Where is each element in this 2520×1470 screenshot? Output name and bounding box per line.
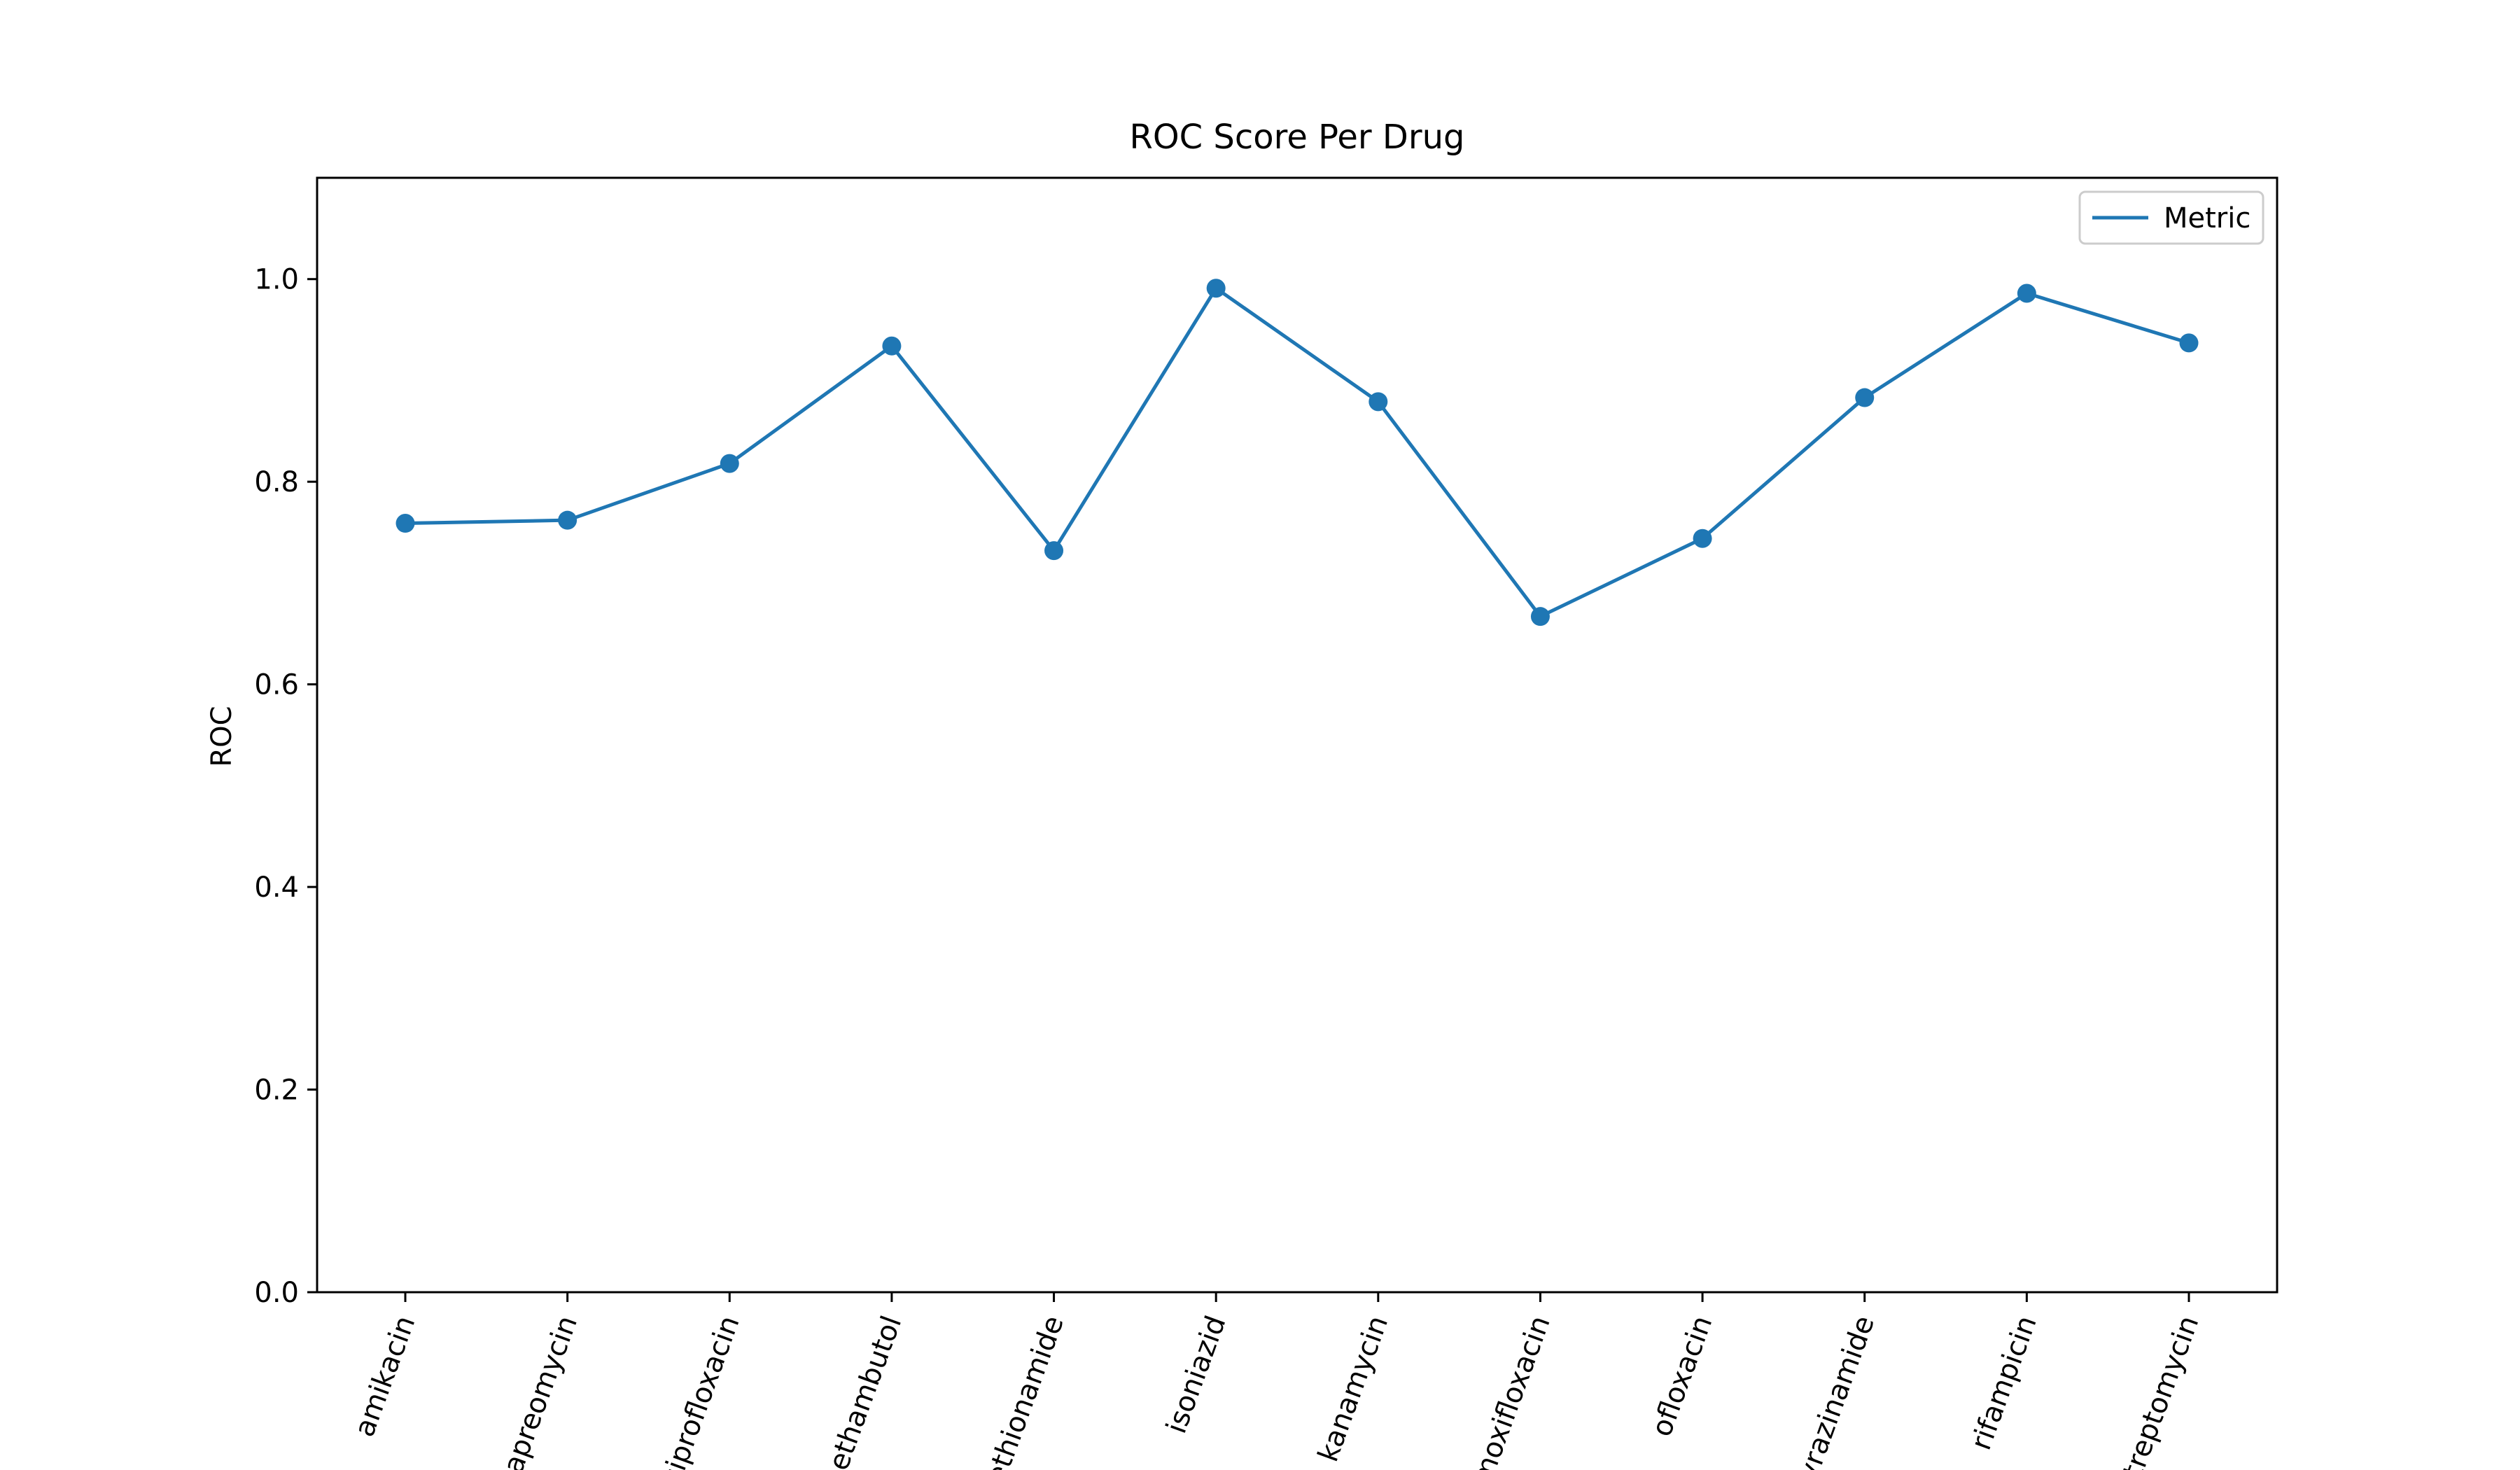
y-axis-label: ROC [206, 706, 238, 766]
legend-box [2078, 190, 2264, 245]
data-point [558, 510, 578, 530]
y-tick-label: 0.0 [254, 1277, 299, 1309]
data-point [396, 514, 415, 533]
y-tick-label: 0.6 [254, 669, 299, 701]
data-point [1044, 541, 1064, 561]
series-line [405, 286, 2190, 619]
data-point [882, 336, 902, 356]
legend-label: Metric [2164, 202, 2250, 234]
legend: Metric [2078, 190, 2264, 245]
y-tick-label: 0.2 [254, 1074, 299, 1107]
data-point [1855, 388, 1875, 407]
data-point [720, 454, 739, 473]
y-tick-label: 1.0 [254, 264, 299, 296]
data-point [1368, 392, 1388, 412]
data-point [1530, 607, 1550, 626]
data-point [2179, 333, 2199, 353]
y-tick-label: 0.4 [254, 872, 299, 904]
plot-frame [316, 176, 2278, 1294]
data-point [1206, 279, 1226, 298]
data-point [1693, 528, 1712, 548]
data-point [2017, 284, 2036, 303]
chart-title: ROC Score Per Drug [1130, 118, 1465, 157]
y-tick-label: 0.8 [254, 466, 299, 498]
